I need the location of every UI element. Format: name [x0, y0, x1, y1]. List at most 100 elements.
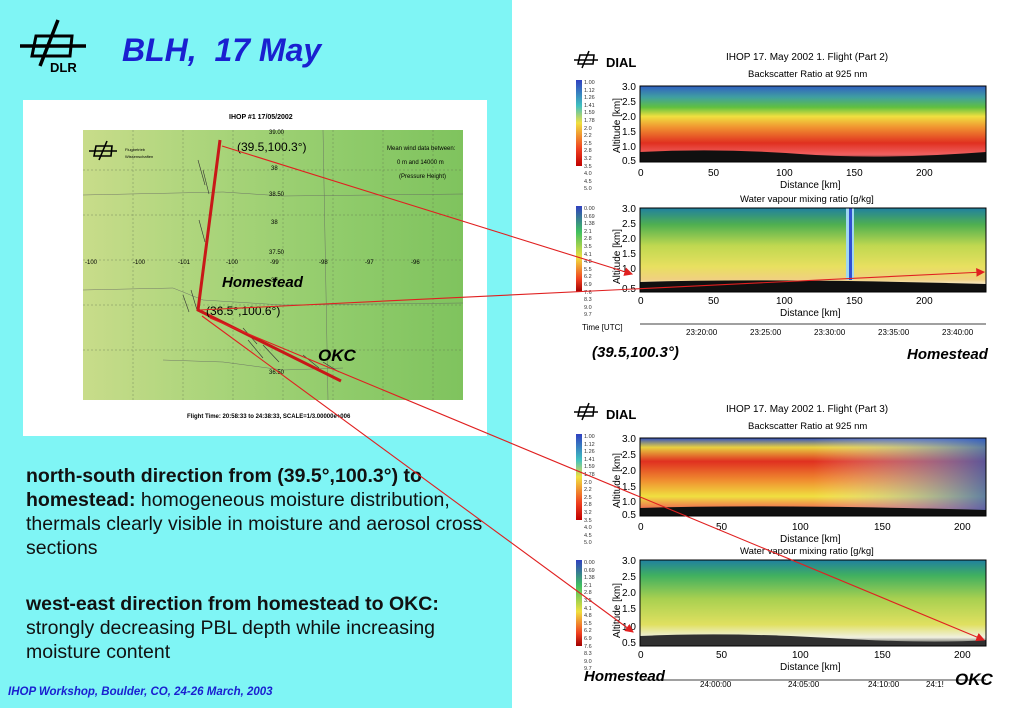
- y-tick: 2.5: [622, 219, 636, 230]
- backscatter-legend: 1.00 1.12 1.26 1.41 1.59 1.78 2.0 2.2 2.5 2.8 3…: [584, 434, 595, 547]
- y-tick: 0.5: [622, 510, 636, 521]
- map-lon-tick: -101: [178, 260, 191, 266]
- map-info-2: 0 m and 14000 m: [397, 160, 444, 166]
- x-tick: 50: [716, 650, 728, 661]
- water-vapour-legend: 0.00 0.69 1.38 2.1 2.8 3.5 4.1 4.8 5.5 6.2 6.9 7…: [584, 560, 595, 673]
- x-tick: 0: [638, 650, 644, 661]
- dial-top-x-label-2: Distance [km]: [780, 308, 841, 319]
- dial-top-backscatter-title: Backscatter Ratio at 925 nm: [748, 69, 868, 80]
- dial-bottom-x-label: Distance [km]: [780, 534, 841, 545]
- paragraph-west-east: west-east direction from homestead to OK…: [26, 592, 496, 664]
- dial-top-time-label: Time [UTC]: [582, 323, 623, 332]
- dial-panel-bottom: DIAL IHOP 17. May 2002 1. Flight (Part 3…: [570, 400, 1000, 690]
- annotation-homestead-bottom: Homestead: [584, 668, 665, 685]
- time-tick: 23:30:00: [814, 328, 846, 337]
- x-tick: 0: [638, 168, 644, 179]
- x-tick: 50: [716, 522, 728, 533]
- x-tick: 150: [846, 168, 863, 179]
- map-lon-tick: -97: [365, 260, 374, 266]
- x-tick: 200: [916, 168, 933, 179]
- x-tick: 0: [638, 522, 644, 533]
- dial-panel-top: DIAL IHOP 17. May 2002 1. Flight (Part 2…: [570, 48, 1000, 348]
- x-tick: 150: [874, 650, 891, 661]
- map-lon-tick: -100: [85, 260, 98, 266]
- water-vapour-plot: [640, 208, 986, 292]
- x-tick: 50: [708, 168, 720, 179]
- map-lat-tick: 38: [271, 220, 278, 226]
- dlr-logo: DLR: [14, 14, 92, 78]
- map-lon-tick: -100: [133, 260, 146, 266]
- map-flight-time: Flight Time: 20:58:33 to 24:38:33, SCALE…: [187, 414, 351, 420]
- dial-bottom-flight-title: IHOP 17. May 2002 1. Flight (Part 3): [726, 404, 889, 415]
- time-tick: 24:00:00: [700, 680, 732, 689]
- y-tick: 2.5: [622, 450, 636, 461]
- water-vapour-plot: [640, 560, 986, 646]
- map-lon-tick: -99: [270, 260, 279, 266]
- paragraph-west-east-bold: west-east direction from homestead to OK…: [26, 593, 439, 615]
- annotation-okc-bottom: OKC: [955, 670, 993, 689]
- map-label-homestead: Homestead: [222, 274, 303, 291]
- y-tick: 1.5: [622, 249, 636, 260]
- x-tick: 100: [776, 168, 793, 179]
- time-tick: 23:35:00: [878, 328, 910, 337]
- map-logo-icon: [89, 140, 117, 161]
- y-tick: 0.5: [622, 156, 636, 167]
- x-tick: 100: [776, 296, 793, 307]
- y-tick: 1.0: [622, 497, 636, 508]
- map-lon-tick: -96: [411, 260, 420, 266]
- y-tick: 1.0: [622, 622, 636, 633]
- time-tick: 23:20:00: [686, 328, 718, 337]
- dial-bottom-backscatter-title: Backscatter Ratio at 925 nm: [748, 421, 868, 432]
- map-header: IHOP #1 17/05/2002: [229, 114, 293, 121]
- dial-logo-icon: [574, 402, 598, 421]
- dial-top-wv-title: Water vapour mixing ratio [g/kg]: [740, 194, 874, 205]
- water-vapour-legend: 0.00 0.69 1.38 2.1 2.8 3.5 4.1 4.8 5.5 6.2 6.9 7…: [584, 206, 595, 319]
- annotation-north-point: (39.5,100.3°): [592, 344, 679, 361]
- time-tick: 24:1!: [926, 680, 944, 689]
- x-tick: 150: [846, 296, 863, 307]
- y-tick: 2.5: [622, 97, 636, 108]
- map-lon-tick: -100: [226, 260, 239, 266]
- y-tick: 2.0: [622, 234, 636, 245]
- map-label-mid: (36.5°,100.6°): [206, 304, 281, 318]
- y-tick: 0.5: [622, 638, 636, 649]
- x-tick: 200: [954, 650, 971, 661]
- x-tick: 150: [874, 522, 891, 533]
- x-tick: 100: [792, 650, 809, 661]
- time-tick: 24:10:00: [868, 680, 900, 689]
- x-tick: 50: [708, 296, 720, 307]
- y-tick: 0.5: [622, 284, 636, 295]
- map-info-1: Mean wind data between:: [387, 146, 456, 152]
- y-tick: 1.5: [622, 127, 636, 138]
- paragraph-north-south: north-south direction from (39.5°,100.3°…: [26, 464, 486, 560]
- dial-bottom-x-label-2: Distance [km]: [780, 662, 841, 673]
- backscatter-legend: 1.00 1.12 1.26 1.41 1.59 1.78 2.0 2.2 2.5 2.8 3…: [584, 80, 595, 193]
- map-logo-caption-2: Wissenschaften: [125, 154, 154, 159]
- y-tick: 3.0: [622, 204, 636, 215]
- dial-bottom-logo-text: DIAL: [606, 407, 637, 422]
- y-tick: 2.5: [622, 572, 636, 583]
- map-label-okc: OKC: [318, 346, 356, 365]
- y-tick: 2.0: [622, 466, 636, 477]
- time-tick: 23:40:00: [942, 328, 974, 337]
- footer: IHOP Workshop, Boulder, CO, 24-26 March,…: [8, 686, 273, 698]
- x-tick: 100: [792, 522, 809, 533]
- y-tick: 1.0: [622, 264, 636, 275]
- y-tick: 1.5: [622, 482, 636, 493]
- map-lat-tick: 38.50: [269, 192, 285, 198]
- dlr-logo-icon: [20, 19, 86, 67]
- map-lon-tick: -98: [319, 260, 328, 266]
- flight-map: IHOP #1 17/05/2002 Flugbetrieb Wissensch…: [23, 100, 487, 436]
- annotation-homestead-top: Homestead: [907, 346, 988, 363]
- map-lat-tick: 39.00: [269, 130, 285, 136]
- y-tick: 3.0: [622, 556, 636, 567]
- y-tick: 2.0: [622, 588, 636, 599]
- slide-title: BLH, 17 May: [122, 32, 322, 68]
- x-tick: 200: [954, 522, 971, 533]
- y-tick: 2.0: [622, 112, 636, 123]
- dial-top-flight-title: IHOP 17. May 2002 1. Flight (Part 2): [726, 52, 889, 63]
- paragraph-west-east-rest: strongly decreasing PBL depth while incr…: [26, 617, 436, 663]
- map-logo-caption-1: Flugbetrieb: [125, 147, 146, 152]
- map-lat-tick: 38: [271, 166, 278, 172]
- time-tick: 24:05:00: [788, 680, 820, 689]
